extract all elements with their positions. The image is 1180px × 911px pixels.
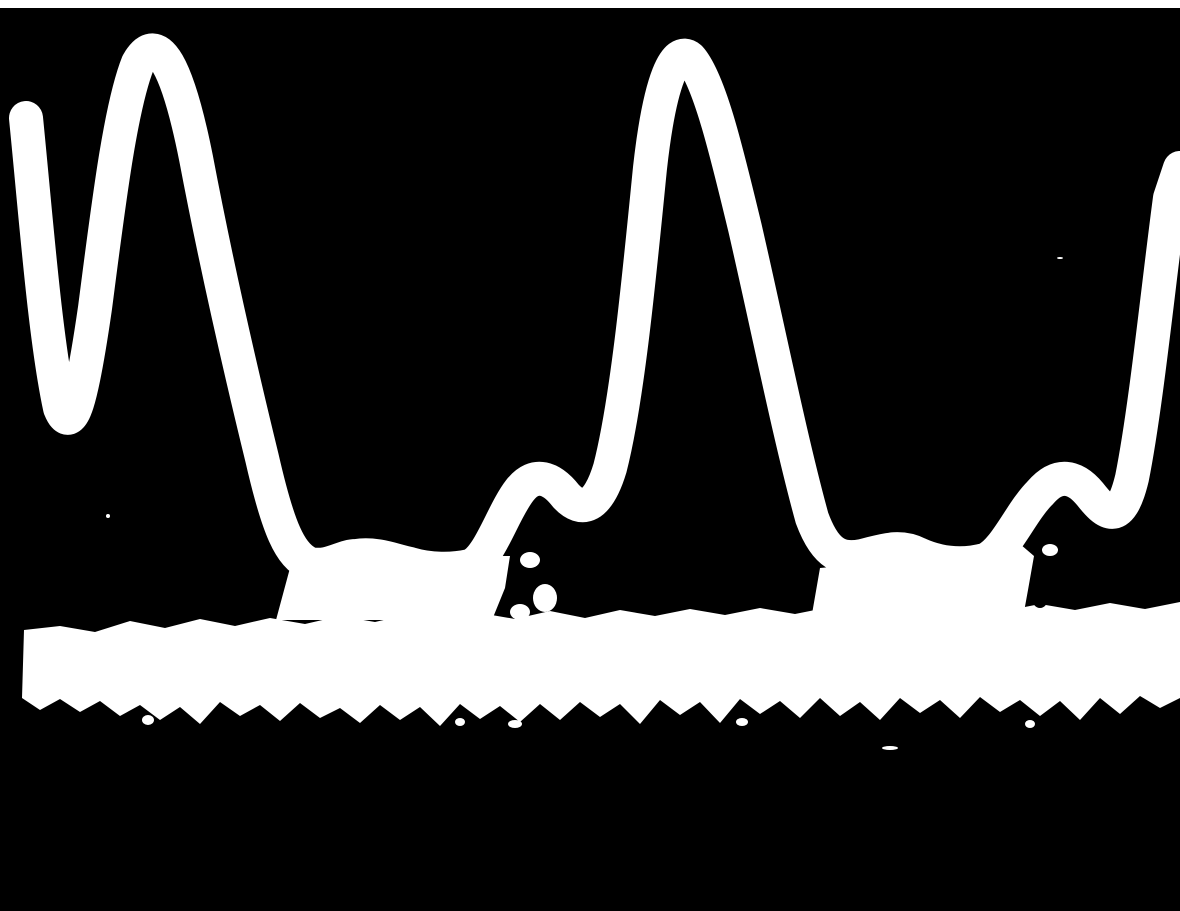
noise-speckles (106, 257, 1063, 750)
dip-texture (510, 544, 1058, 620)
baseline-noise-band (22, 602, 1180, 726)
dip-holes (516, 560, 1072, 608)
oscilloscope-display (9, 33, 1180, 750)
pulse-base-fill-2 (812, 544, 1034, 614)
pulse-base-fill-1 (276, 556, 510, 620)
pulse-waveform (9, 33, 1180, 586)
